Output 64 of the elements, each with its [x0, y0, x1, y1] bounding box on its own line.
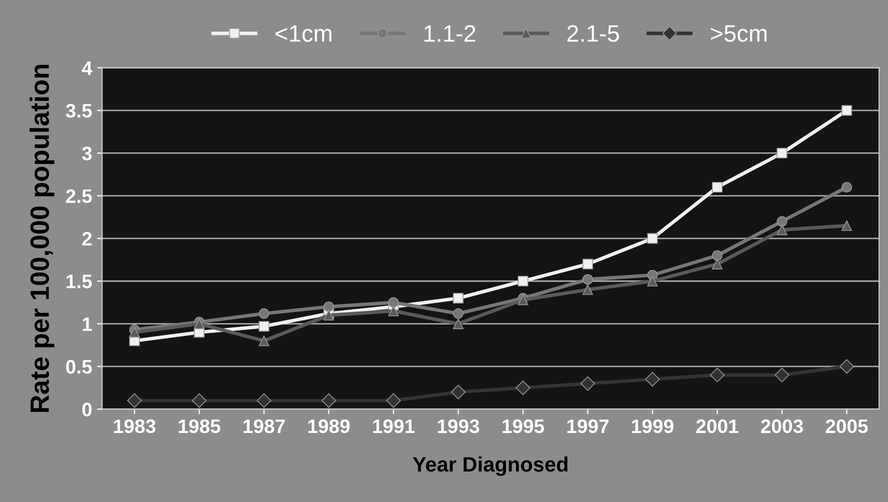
x-tick-label: 1989	[308, 419, 350, 434]
x-axis-title: Year Diagnosed	[412, 456, 568, 476]
point	[321, 393, 336, 408]
point	[582, 258, 594, 270]
point	[452, 318, 464, 330]
point	[710, 368, 725, 382]
point	[323, 301, 334, 312]
point	[712, 258, 723, 270]
point	[776, 224, 788, 236]
x-tick-label: 2001	[696, 419, 738, 434]
point	[776, 216, 788, 227]
point	[774, 368, 790, 382]
point	[712, 182, 723, 193]
legend-label: >5cm	[710, 25, 767, 42]
y-tick-label: 4	[82, 61, 92, 75]
x-tick-label: 1987	[244, 419, 285, 434]
y-tick-label: 0	[82, 402, 92, 416]
y-tick-label: 2.5	[66, 189, 92, 204]
point	[582, 284, 594, 295]
x-tick-label: 1997	[567, 419, 609, 434]
point	[258, 308, 270, 319]
legend-label: 1.1-2	[424, 25, 476, 42]
point	[841, 220, 852, 231]
x-tick-label: 2005	[826, 419, 868, 434]
point	[258, 336, 270, 346]
point	[256, 393, 272, 408]
x-tick-label: 1983	[114, 419, 156, 434]
legend-label: 2.1-5	[567, 25, 619, 42]
point	[518, 276, 528, 286]
point	[127, 393, 142, 408]
point	[841, 105, 852, 116]
point	[258, 321, 270, 332]
point	[452, 308, 464, 319]
x-tick-label: 1999	[632, 419, 674, 434]
point	[580, 376, 596, 391]
point	[712, 250, 723, 261]
x-tick-label: 1995	[502, 419, 544, 434]
legend-label: <1cm	[276, 25, 332, 42]
point	[582, 274, 594, 285]
point	[647, 233, 658, 244]
point	[839, 359, 854, 374]
point	[645, 372, 660, 387]
point	[647, 276, 658, 286]
y-tick-label: 1	[82, 317, 92, 331]
y-tick-label: 0.5	[66, 360, 92, 374]
x-tick-label: 1985	[178, 419, 220, 434]
point	[516, 380, 530, 396]
point	[388, 306, 399, 316]
point	[450, 384, 466, 400]
y-tick-label: 1.5	[66, 274, 92, 288]
y-tick-label: 3.5	[66, 104, 92, 118]
y-axis-title: Rate per 100,000 population	[30, 64, 54, 412]
y-tick-label: 3	[82, 146, 92, 160]
point	[386, 393, 401, 408]
x-tick-label: 1991	[373, 419, 415, 434]
point	[776, 148, 788, 158]
y-tick-label: 2	[82, 232, 92, 246]
point	[841, 182, 852, 193]
x-tick-label: 1993	[438, 419, 480, 434]
x-tick-label: 2003	[761, 419, 803, 434]
point	[388, 297, 399, 308]
point	[129, 327, 140, 338]
point	[452, 292, 464, 304]
point	[192, 393, 207, 408]
